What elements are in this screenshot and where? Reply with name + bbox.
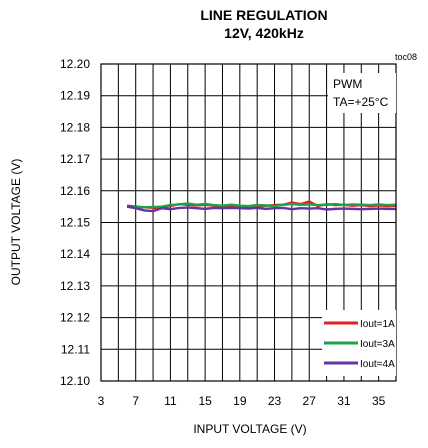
chart-subtitle: 12V, 420kHz	[224, 25, 304, 41]
annotation-line-2: TA=+25°C	[333, 95, 389, 109]
x-tick-label: 15	[198, 394, 212, 408]
y-tick-label: 12.11	[61, 342, 90, 356]
legend-label-3: Iout=4A	[360, 359, 395, 370]
y-tick-label: 12.15	[60, 216, 90, 230]
x-tick-label: 27	[303, 394, 317, 408]
figure-tag: toc08	[395, 52, 417, 62]
y-tick-label: 12.10	[60, 374, 90, 388]
y-axis-label: OUTPUT VOLTAGE (V)	[9, 159, 23, 286]
series-lines	[126, 200, 397, 213]
series-line-2	[126, 202, 397, 209]
series-line-3	[126, 205, 396, 213]
y-tick-label: 12.19	[60, 89, 90, 103]
y-tick-label: 12.13	[60, 279, 90, 293]
y-tick-label: 12.16	[60, 184, 90, 198]
x-tick-label: 31	[337, 394, 351, 408]
y-tick-label: 12.17	[60, 152, 90, 166]
y-tick-label: 12.20	[60, 57, 90, 71]
x-tick-label: 11	[164, 394, 177, 408]
x-axis-label: INPUT VOLTAGE (V)	[193, 422, 306, 436]
x-tick-label: 19	[233, 394, 247, 408]
x-tick-label: 7	[132, 394, 139, 408]
plot-border	[100, 63, 397, 382]
legend: Iout=1A Iout=3A Iout=4A	[322, 310, 396, 376]
y-tick-label: 12.18	[60, 120, 90, 134]
y-tick-label: 12.12	[60, 311, 90, 325]
chart-title: LINE REGULATION	[200, 7, 327, 23]
legend-label-2: Iout=3A	[360, 339, 395, 350]
x-tick-label: 35	[372, 394, 386, 408]
x-tick-label: 3	[98, 394, 105, 408]
annotation-line-1: PWM	[333, 77, 362, 91]
x-tick-labels: 3 7 11 15 19 23 27 31 35	[98, 394, 386, 408]
x-tick-label: 23	[268, 394, 282, 408]
plot-frame	[100, 63, 397, 382]
y-tick-label: 12.14	[60, 247, 90, 261]
legend-label-1: Iout=1A	[360, 319, 395, 330]
y-tick-labels: 12.10 12.11 12.12 12.13 12.14 12.15 12.16 12.17…	[60, 57, 90, 388]
annotation-box	[328, 73, 396, 113]
